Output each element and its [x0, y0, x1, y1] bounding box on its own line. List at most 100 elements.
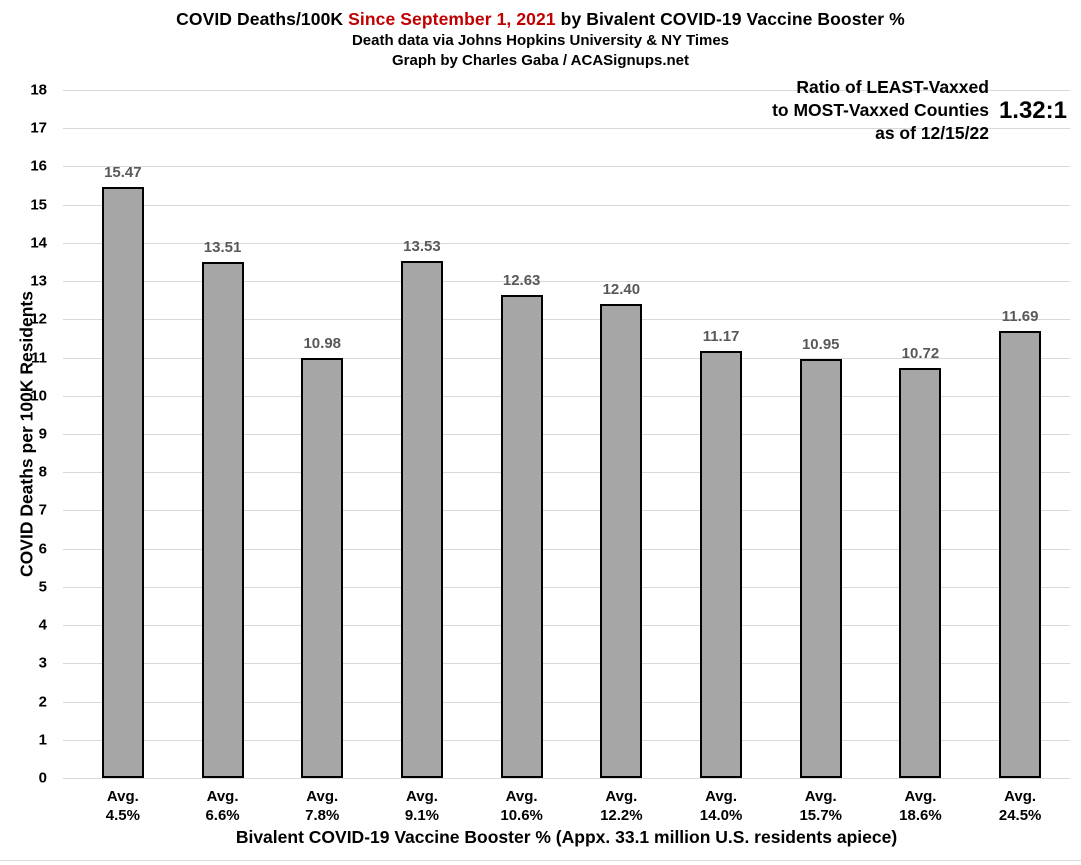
x-axis-title: Bivalent COVID-19 Vaccine Booster % (App… — [235, 827, 898, 847]
y-tick-label: 6 — [38, 540, 47, 558]
gridline — [63, 204, 1070, 206]
y-axis-ticks: 0 1 2 3 4 5 6 7 8 9 10 11 12 13 14 15 16 17 18 — [0, 82, 55, 787]
x-category-label: Avg. 14.0% — [671, 788, 771, 825]
x-category-label: Avg. 24.5% — [970, 788, 1070, 825]
bar-value-label: 11.69 — [1001, 308, 1039, 326]
ratio-annotation-text: Ratio of LEAST-Vaxxed to MOST-Vaxxed Cou… — [772, 76, 989, 145]
x-category-prefix: Avg. — [804, 788, 837, 805]
ratio-value: 1.32:1 — [998, 96, 1067, 124]
y-tick-label: 17 — [30, 119, 47, 137]
gridline — [63, 625, 1070, 627]
x-category-value: 4.5% — [105, 806, 140, 824]
x-category-prefix: Avg. — [206, 788, 239, 805]
y-tick-label: 16 — [30, 157, 47, 175]
bar — [101, 186, 144, 778]
gridline — [63, 510, 1070, 512]
x-category-label: Avg. 10.6% — [472, 788, 572, 825]
chart-title-part1: COVID Deaths/100K — [176, 9, 349, 29]
bar — [600, 304, 643, 778]
bar — [301, 358, 344, 778]
gridline — [63, 663, 1070, 665]
y-tick-label: 1 — [38, 731, 47, 749]
x-category-value: 14.0% — [699, 806, 743, 824]
y-tick-label: 7 — [38, 501, 47, 519]
bar-value-label: 10.95 — [801, 336, 840, 354]
x-category-value: 9.1% — [404, 806, 440, 824]
window-bottom-edge — [0, 860, 1081, 861]
chart-title: COVID Deaths/100K Since September 1, 202… — [0, 9, 1081, 30]
x-category-prefix: Avg. — [1004, 788, 1037, 805]
y-tick-label: 11 — [31, 349, 47, 367]
gridline — [63, 128, 1070, 130]
bar-value-label: 13.51 — [203, 238, 242, 256]
bar-value-label: 13.53 — [403, 237, 441, 255]
bar-value-label: 11.17 — [702, 328, 740, 346]
x-category-label: Avg. 6.6% — [173, 788, 273, 825]
y-tick-label: 14 — [30, 234, 47, 252]
gridline — [63, 434, 1070, 435]
bar — [500, 295, 543, 778]
x-category-label: Avg. 18.6% — [870, 788, 970, 825]
x-category-label: Avg. 15.7% — [771, 788, 871, 825]
x-category-prefix: Avg. — [106, 788, 139, 805]
chart-subtitle-source: Death data via Johns Hopkins University … — [351, 32, 730, 49]
y-axis-title: COVID Deaths per 100K Residents — [16, 291, 37, 577]
x-category-value: 7.8% — [305, 806, 340, 824]
ratio-annotation-line3: as of 12/15/22 — [875, 123, 989, 143]
x-category-prefix: Avg. — [505, 788, 538, 805]
ratio-annotation-line2: to MOST-Vaxxed Counties — [772, 100, 989, 120]
chart-title-highlight: Since September 1, 2021 — [348, 9, 556, 29]
gridline — [63, 548, 1070, 550]
x-category-value: 10.6% — [500, 806, 543, 824]
gridline — [63, 319, 1070, 321]
x-category-value: 18.6% — [899, 806, 942, 824]
bar — [400, 260, 443, 778]
y-tick-label: 3 — [38, 654, 47, 672]
bar — [700, 351, 743, 778]
bar — [201, 261, 244, 778]
gridline — [63, 739, 1070, 741]
gridline — [63, 472, 1070, 474]
bar-value-label: 10.98 — [303, 335, 342, 353]
x-category-value: 24.5% — [998, 806, 1042, 824]
y-tick-label: 18 — [30, 81, 47, 99]
x-category-label: Avg. 12.2% — [571, 788, 671, 825]
x-category-value: 15.7% — [799, 806, 843, 824]
bar-value-label: 15.47 — [104, 163, 142, 181]
x-category-label: Avg. 4.5% — [73, 788, 173, 825]
x-category-label: Avg. 9.1% — [372, 788, 472, 825]
gridline — [63, 90, 1070, 91]
ratio-annotation-line1: Ratio of LEAST-Vaxxed — [796, 77, 989, 97]
chart-subtitle-credit: Graph by Charles Gaba / ACASignups.net — [392, 52, 689, 69]
y-tick-label: 2 — [38, 693, 47, 711]
ratio-annotation: Ratio of LEAST-Vaxxed to MOST-Vaxxed Cou… — [772, 76, 1067, 145]
bar-value-label: 12.40 — [602, 281, 641, 299]
x-category-prefix: Avg. — [705, 788, 738, 805]
y-tick-label: 0 — [38, 769, 47, 787]
y-tick-label: 8 — [38, 463, 47, 481]
y-tick-label: 13 — [30, 272, 47, 290]
y-tick-label: 4 — [38, 616, 47, 634]
x-category-value: 6.6% — [205, 806, 240, 824]
x-category-prefix: Avg. — [605, 788, 638, 805]
gridline — [63, 281, 1070, 283]
bar — [899, 368, 942, 778]
gridline — [63, 586, 1070, 588]
gridline — [63, 395, 1070, 397]
gridline — [63, 242, 1070, 244]
x-category-prefix: Avg. — [405, 788, 438, 805]
x-category-value: 12.2% — [600, 806, 643, 824]
y-tick-label: 5 — [38, 578, 47, 596]
y-tick-label: 12 — [30, 310, 47, 328]
gridline — [63, 701, 1070, 703]
x-category-prefix: Avg. — [904, 788, 937, 805]
chart-title-part2: by Bivalent COVID-19 Vaccine Booster % — [555, 9, 905, 29]
plot-area: 15.47 13.51 10.98 13.53 12.63 12.40 11.17 10.95… — [63, 90, 1070, 779]
gridline — [63, 357, 1070, 359]
gridline — [63, 166, 1070, 168]
y-tick-label: 9 — [38, 425, 47, 443]
y-tick-label: 15 — [30, 196, 47, 214]
gridline — [63, 778, 1070, 779]
x-axis-categories: Avg. 4.5% Avg. 6.6% Avg. 7.8% Avg. 9.1% Avg. 10.6… — [63, 788, 1070, 826]
